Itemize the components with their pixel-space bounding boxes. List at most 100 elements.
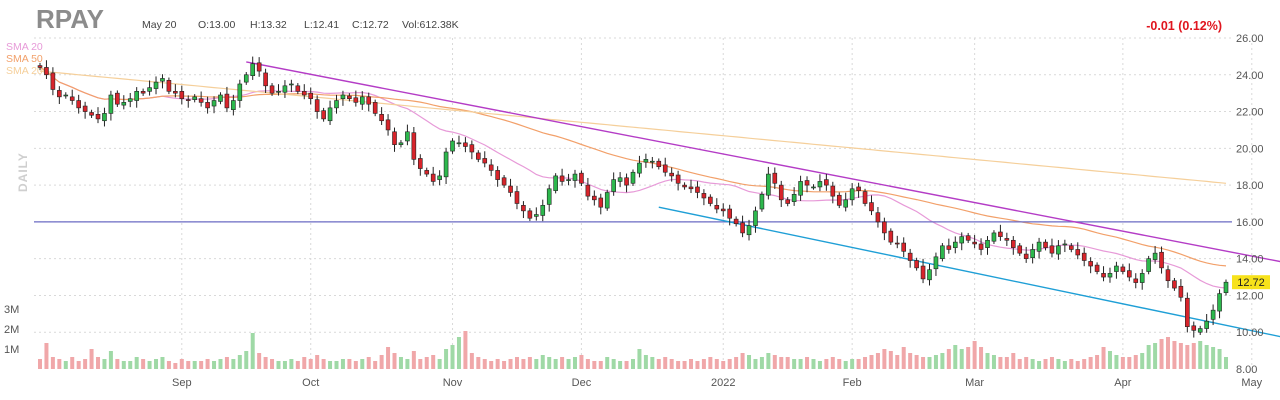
- candle-body: [140, 91, 146, 94]
- candle: [811, 184, 816, 190]
- volume-bar: [669, 359, 674, 369]
- candle-body: [127, 98, 133, 102]
- candle-body: [437, 175, 442, 180]
- volume-bar: [508, 359, 513, 369]
- candle: [662, 157, 668, 177]
- candle: [604, 189, 610, 211]
- candle-body: [218, 94, 223, 102]
- y-tick-label: 14.00: [1236, 254, 1264, 266]
- volume-bar: [1107, 351, 1112, 369]
- volume-bar: [1069, 359, 1074, 369]
- candle: [546, 184, 552, 212]
- volume-bar: [972, 341, 977, 369]
- candle-body: [894, 242, 900, 245]
- candle-body: [211, 100, 217, 107]
- candle: [44, 60, 49, 80]
- header-high: H:13.32: [250, 19, 287, 31]
- candle: [456, 135, 462, 148]
- candle-body: [398, 142, 404, 145]
- candle-body: [682, 184, 687, 188]
- candle: [140, 88, 146, 96]
- candle: [1017, 243, 1023, 256]
- volume-bar: [1178, 343, 1183, 369]
- candle: [463, 137, 468, 153]
- volume-bar: [753, 359, 758, 369]
- candle-body: [443, 151, 449, 178]
- volume-bar: [96, 357, 101, 369]
- candle: [907, 248, 913, 268]
- volume-bar: [89, 349, 94, 369]
- candle: [959, 232, 965, 251]
- candle: [869, 195, 874, 216]
- candle-body: [875, 212, 881, 223]
- header-volume: Vol:612.38K: [402, 19, 459, 31]
- candle-body: [952, 241, 958, 248]
- volume-bar: [985, 353, 990, 369]
- candle-body: [1101, 273, 1106, 278]
- candle-body: [830, 185, 836, 197]
- volume-bar: [921, 357, 926, 369]
- volume-bar: [1198, 341, 1203, 369]
- volume-bar: [495, 359, 500, 369]
- candle: [353, 90, 359, 107]
- candle-body: [559, 175, 565, 182]
- volume-bar: [856, 359, 861, 369]
- volume-bar: [76, 361, 81, 369]
- candle-body: [166, 79, 172, 92]
- candle-body: [385, 119, 391, 131]
- candle-body: [1133, 278, 1139, 283]
- candle-body: [753, 210, 758, 226]
- volume-bar: [1224, 357, 1228, 369]
- candle-body: [501, 177, 507, 186]
- volume-bar: [708, 357, 713, 369]
- candle: [185, 95, 191, 108]
- candle: [746, 219, 752, 241]
- volume-bar: [1030, 359, 1035, 369]
- candle-body: [392, 131, 397, 145]
- volume-bar: [38, 359, 42, 369]
- volume-bar: [373, 361, 378, 369]
- candle: [1172, 277, 1177, 291]
- candle: [669, 167, 674, 182]
- candle: [1139, 269, 1145, 290]
- upper-trend-line: [246, 61, 1280, 263]
- candle: [720, 203, 726, 217]
- candle-body: [1069, 245, 1074, 250]
- candle: [882, 217, 887, 241]
- candle-body: [430, 173, 436, 182]
- volume-bar: [50, 357, 55, 369]
- candle-body: [1056, 245, 1061, 255]
- volume-bar: [1088, 357, 1093, 369]
- candle: [95, 107, 101, 124]
- candle-body: [1017, 245, 1023, 254]
- volume-bar: [63, 361, 68, 369]
- volume-bar: [959, 349, 964, 369]
- volume-bar: [908, 353, 913, 369]
- volume-bar: [566, 359, 571, 369]
- volume-bar: [805, 357, 810, 369]
- sma50-legend: SMA 50: [6, 53, 43, 65]
- volume-bar: [353, 361, 358, 369]
- y-tick-label: 12.00: [1236, 290, 1264, 302]
- x-tick-label: Feb: [843, 377, 862, 389]
- candle: [804, 176, 810, 193]
- volume-bar: [366, 357, 371, 369]
- candle: [198, 91, 204, 107]
- candle-body: [334, 100, 339, 109]
- candle-body: [269, 85, 275, 94]
- candle: [579, 170, 584, 187]
- candle: [1101, 266, 1106, 282]
- candle-body: [972, 241, 977, 245]
- volume-bar: [991, 355, 996, 369]
- volume-bar: [1004, 357, 1009, 369]
- volume-bar: [44, 343, 49, 369]
- candle: [656, 158, 662, 170]
- y-tick-label: 8.00: [1236, 364, 1257, 376]
- trend-lines: [34, 61, 1280, 338]
- candle-body: [1139, 273, 1145, 283]
- x-tick-label: May: [1241, 377, 1262, 389]
- candle-body: [256, 62, 262, 72]
- candle: [437, 170, 442, 186]
- volume-bar: [656, 359, 661, 369]
- candle-body: [379, 114, 384, 122]
